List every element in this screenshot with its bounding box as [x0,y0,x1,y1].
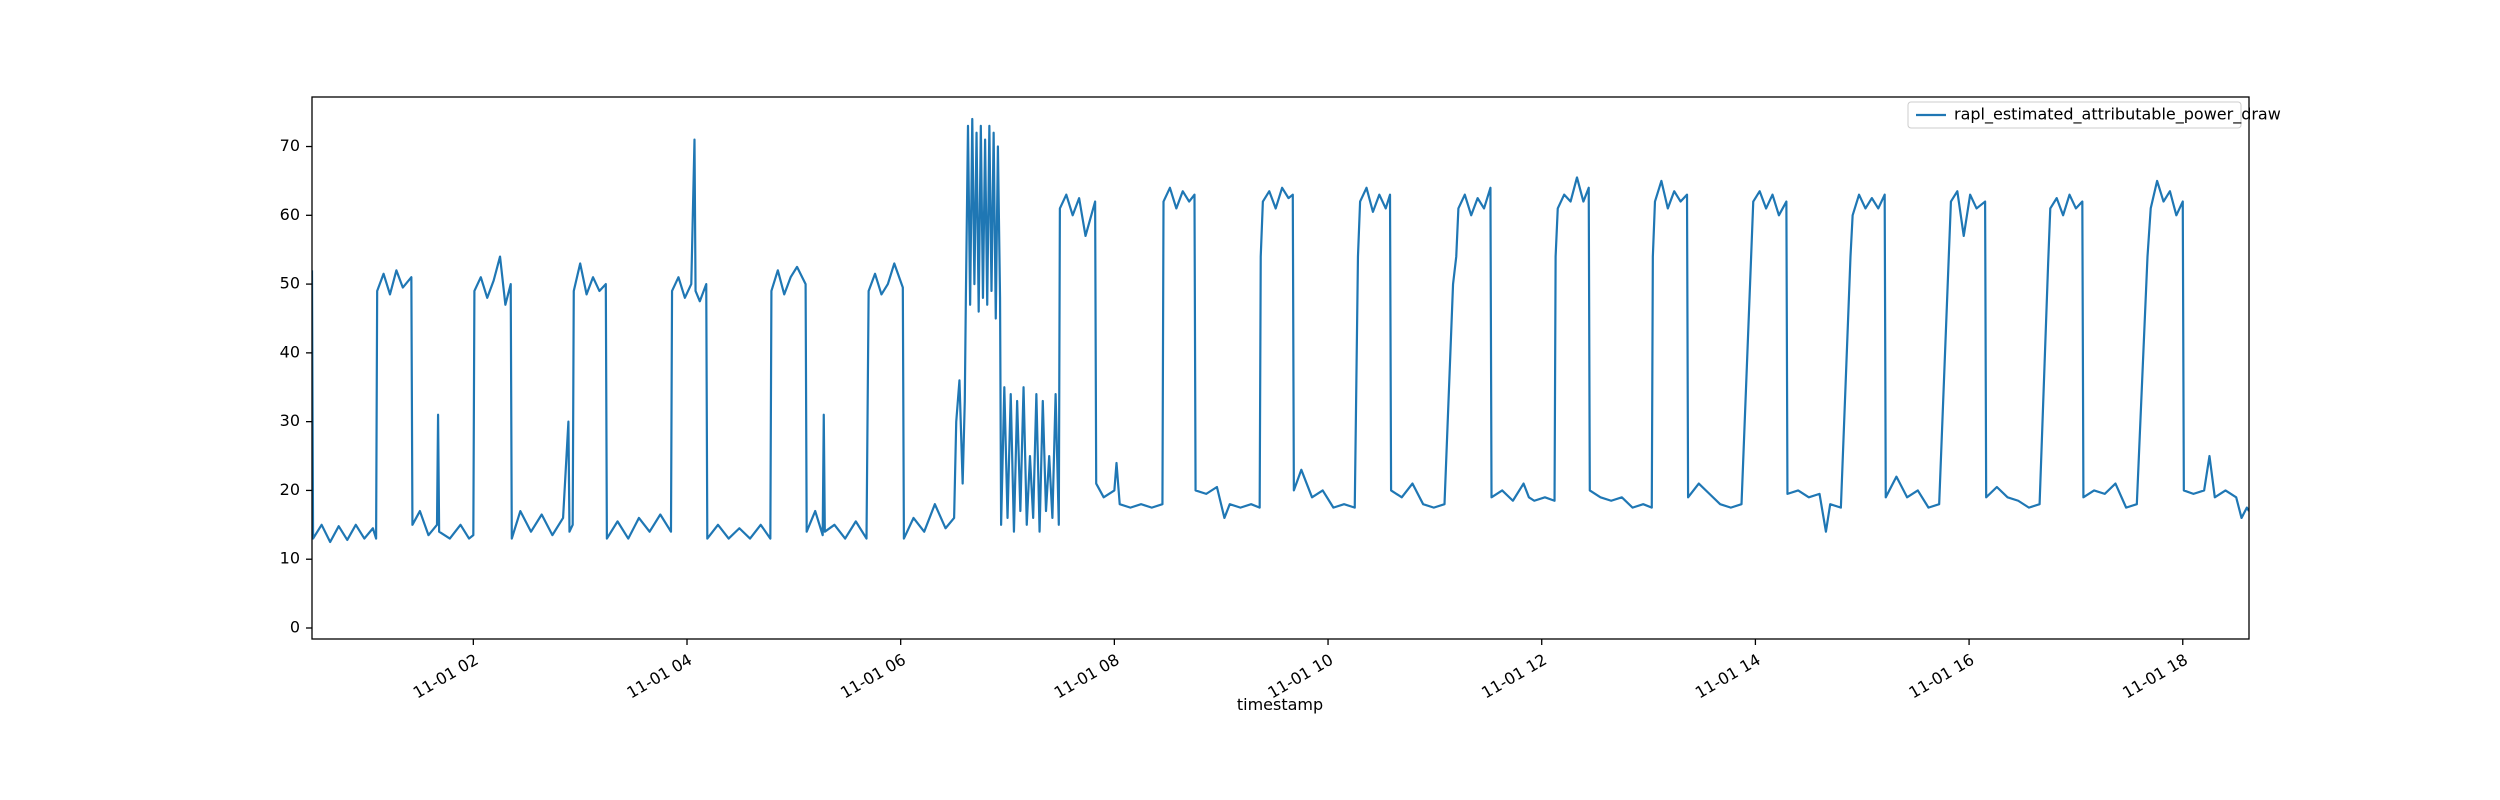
y-tick-label: 40 [280,342,300,361]
y-tick-label: 70 [280,136,300,155]
y-tick-label: 20 [280,480,300,499]
y-tick-label: 0 [290,617,300,636]
y-tick-label: 10 [280,549,300,568]
y-tick-label: 30 [280,411,300,430]
y-tick-label: 50 [280,274,300,293]
y-tick-label: 60 [280,205,300,224]
legend-label: rapl_estimated_attributable_power_draw [1954,105,2281,125]
data-line [312,117,2249,544]
plot-frame [311,96,2250,640]
x-axis-label: timestamp [1237,695,1323,714]
legend-box [1907,101,2242,129]
